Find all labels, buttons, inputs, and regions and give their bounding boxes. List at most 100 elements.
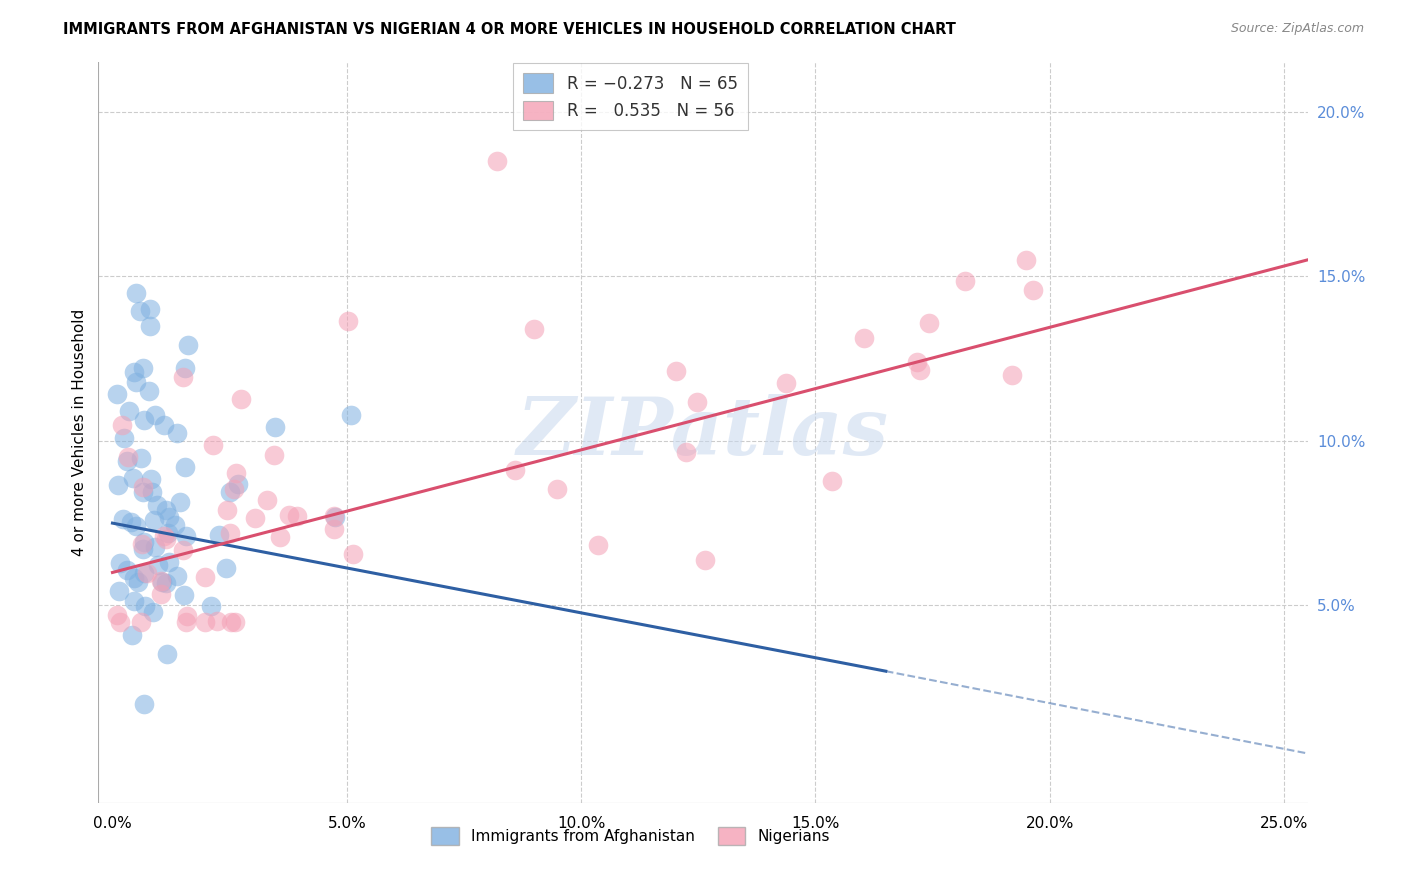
Point	[523, 322, 546, 336]
Point	[174, 529, 197, 543]
Point	[157, 555, 180, 569]
Point	[153, 417, 176, 432]
Text: ZIPatlas: ZIPatlas	[517, 394, 889, 471]
Text: IMMIGRANTS FROM AFGHANISTAN VS NIGERIAN 4 OR MORE VEHICLES IN HOUSEHOLD CORRELAT: IMMIGRANTS FROM AFGHANISTAN VS NIGERIAN …	[63, 22, 956, 37]
Point	[125, 375, 148, 389]
Point	[136, 566, 159, 580]
Point	[131, 536, 153, 550]
Point	[134, 599, 156, 613]
Point	[485, 154, 508, 169]
Point	[918, 316, 941, 330]
Point	[156, 525, 179, 540]
Point	[122, 471, 145, 485]
Point	[108, 615, 131, 629]
Point	[1015, 252, 1038, 267]
Point	[208, 528, 231, 542]
Point	[121, 628, 143, 642]
Point	[269, 530, 291, 544]
Point	[693, 553, 716, 567]
Point	[112, 431, 135, 445]
Point	[138, 384, 160, 398]
Point	[132, 361, 155, 376]
Point	[285, 509, 308, 524]
Legend: Immigrants from Afghanistan, Nigerians: Immigrants from Afghanistan, Nigerians	[425, 821, 837, 851]
Point	[243, 511, 266, 525]
Text: Source: ZipAtlas.com: Source: ZipAtlas.com	[1230, 22, 1364, 36]
Y-axis label: 4 or more Vehicles in Household: 4 or more Vehicles in Household	[72, 309, 87, 557]
Point	[218, 526, 240, 541]
Point	[256, 493, 278, 508]
Point	[214, 560, 236, 574]
Point	[143, 409, 166, 423]
Point	[228, 477, 250, 491]
Point	[134, 697, 156, 711]
Point	[124, 365, 146, 379]
Point	[155, 576, 177, 591]
Point	[142, 513, 165, 527]
Point	[155, 532, 177, 546]
Point	[111, 418, 134, 433]
Point	[323, 510, 346, 524]
Point	[821, 474, 844, 488]
Point	[127, 575, 149, 590]
Point	[143, 541, 166, 555]
Point	[150, 575, 173, 590]
Point	[120, 515, 142, 529]
Point	[115, 453, 138, 467]
Point	[105, 387, 128, 401]
Point	[153, 529, 176, 543]
Point	[174, 361, 197, 376]
Point	[176, 608, 198, 623]
Point	[108, 556, 131, 570]
Point	[129, 450, 152, 465]
Point	[205, 615, 228, 629]
Point	[112, 512, 135, 526]
Point	[852, 331, 875, 345]
Point	[132, 484, 155, 499]
Point	[108, 584, 131, 599]
Point	[138, 302, 160, 317]
Point	[166, 425, 188, 440]
Point	[278, 508, 301, 522]
Point	[908, 362, 931, 376]
Point	[194, 615, 217, 629]
Point	[222, 483, 245, 497]
Point	[129, 304, 152, 318]
Point	[157, 510, 180, 524]
Point	[177, 338, 200, 352]
Point	[132, 480, 155, 494]
Point	[118, 404, 141, 418]
Point	[1001, 368, 1024, 382]
Point	[686, 395, 709, 409]
Point	[905, 355, 928, 369]
Point	[546, 482, 568, 496]
Point	[156, 647, 179, 661]
Point	[323, 522, 346, 536]
Point	[132, 413, 155, 427]
Point	[163, 517, 186, 532]
Point	[141, 485, 163, 500]
Point	[131, 541, 153, 556]
Point	[215, 502, 238, 516]
Point	[150, 574, 173, 589]
Point	[503, 463, 526, 477]
Point	[155, 503, 177, 517]
Point	[115, 563, 138, 577]
Point	[139, 472, 162, 486]
Point	[166, 568, 188, 582]
Point	[342, 547, 364, 561]
Point	[229, 392, 252, 407]
Point	[202, 438, 225, 452]
Point	[117, 450, 139, 464]
Point	[174, 615, 197, 629]
Point	[323, 508, 346, 523]
Point	[150, 586, 173, 600]
Point	[169, 494, 191, 508]
Point	[665, 364, 688, 378]
Point	[172, 369, 194, 384]
Point	[132, 535, 155, 549]
Point	[219, 615, 242, 629]
Point	[340, 408, 363, 422]
Point	[122, 594, 145, 608]
Point	[263, 420, 285, 434]
